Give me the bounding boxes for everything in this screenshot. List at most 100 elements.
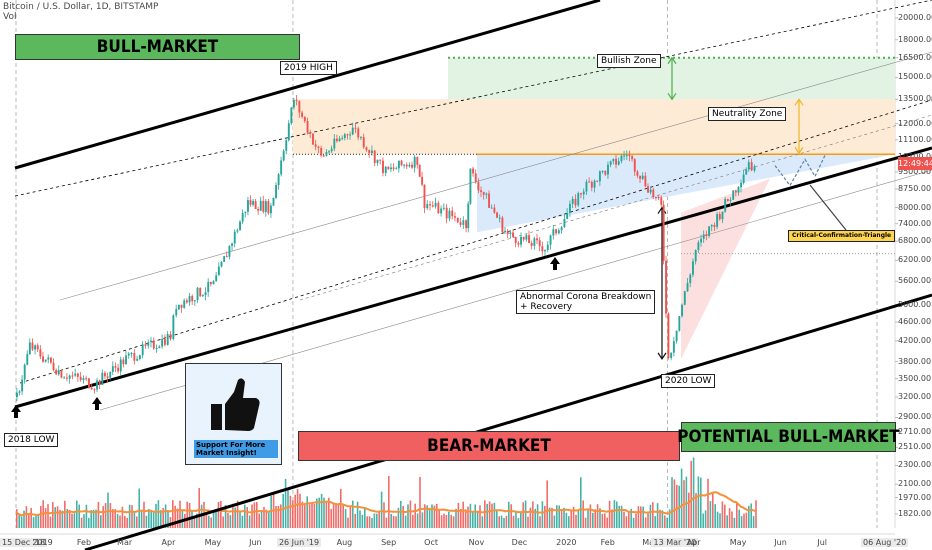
volume-bar	[186, 501, 188, 528]
volume-bar	[217, 502, 220, 528]
candle-body	[456, 217, 459, 223]
candle-body	[472, 168, 475, 174]
volume-bar	[536, 504, 539, 528]
volume-bar	[524, 500, 527, 528]
candle-body	[312, 133, 314, 145]
candle-body	[678, 316, 681, 331]
volume-bar	[572, 506, 575, 528]
price-tick-label: 4600.00	[898, 317, 932, 327]
support-text: Support For More Market Insight!	[194, 440, 278, 458]
candle-body	[448, 210, 451, 219]
candle-body	[275, 185, 277, 198]
price-tick-label: 5600.00	[898, 276, 932, 286]
price-tick-label: 8750.00	[898, 184, 932, 193]
candle-body	[525, 235, 528, 240]
volume-bar	[97, 501, 100, 528]
candle-body	[215, 275, 218, 282]
volume-bar	[548, 507, 551, 528]
candle-body	[745, 169, 748, 175]
candle-body	[615, 158, 618, 165]
candle-body	[177, 304, 180, 310]
candle-body	[628, 155, 631, 157]
candle-body	[482, 192, 485, 195]
volume-bar	[83, 514, 85, 528]
volume-bar	[229, 515, 232, 528]
label-2019-high: 2019 HIGH	[280, 61, 337, 75]
time-tick-label: 2020	[556, 538, 577, 547]
volume-bar	[284, 478, 287, 528]
volume-bar	[508, 501, 510, 528]
candle-body	[657, 197, 660, 199]
volume-bar	[68, 509, 71, 528]
candle-body	[354, 127, 357, 129]
volume-bar	[652, 502, 654, 528]
candle-body	[133, 352, 136, 361]
candle-body	[125, 355, 127, 365]
candle-body	[522, 236, 525, 240]
price-tick-label: 1970.00	[898, 492, 932, 502]
volume-bar	[656, 503, 659, 528]
volume-bar	[517, 517, 520, 528]
volume-bar	[654, 516, 656, 528]
volume-bar	[160, 510, 162, 528]
volume-bar	[167, 510, 169, 528]
volume-bar	[364, 507, 366, 528]
volume-bar	[88, 517, 90, 528]
volume-bar	[611, 509, 613, 528]
candle-body	[217, 266, 220, 276]
time-tick-label: Jul	[817, 538, 827, 547]
volume-bar	[52, 502, 54, 528]
volume-bar	[460, 508, 462, 528]
candle-body	[269, 205, 272, 214]
candle-body	[349, 134, 352, 136]
volume-bar	[503, 517, 505, 528]
volume-bar	[688, 492, 690, 528]
price-tick-label: 15000.00	[898, 72, 932, 82]
volume-bar	[649, 504, 652, 528]
candle-body	[681, 304, 684, 317]
time-tick-label: Jun	[774, 538, 787, 547]
volume-bar	[232, 503, 234, 528]
markers	[11, 257, 560, 418]
volume-bar	[604, 513, 606, 528]
candle-body	[713, 224, 716, 227]
candle-body	[241, 213, 244, 222]
inner-dashed-line	[14, 0, 932, 197]
volume-bar	[306, 496, 308, 528]
time-tick-label: Feb	[600, 538, 615, 547]
volume-bar	[750, 503, 752, 528]
candle-body	[700, 238, 703, 243]
volume-bar	[292, 500, 294, 528]
volume-bar	[361, 514, 364, 528]
candle-body	[585, 181, 588, 192]
volume-bar	[131, 505, 133, 528]
volume-bar	[114, 509, 116, 528]
volume-bar	[109, 503, 112, 528]
volume-bar	[472, 511, 474, 528]
volume-bar	[54, 507, 56, 528]
volume-bar	[112, 509, 114, 528]
volume-bar	[100, 515, 102, 528]
volume-bar	[277, 505, 280, 528]
volume-bar	[546, 480, 548, 528]
volume-bar	[748, 505, 750, 528]
candle-body	[57, 370, 60, 375]
price-tick-label: 20000.00	[898, 12, 932, 22]
volume-bar	[630, 508, 632, 528]
volume-bar	[133, 511, 136, 528]
candle-body	[85, 378, 88, 380]
volume-bar	[143, 501, 145, 528]
volume-bar	[301, 501, 304, 528]
candle-body	[667, 313, 670, 358]
support-card[interactable]: Support For More Market Insight!	[185, 363, 282, 465]
candle-body	[362, 137, 365, 148]
candle-body	[496, 212, 499, 218]
candle-body	[465, 220, 468, 229]
volume-bar	[755, 500, 757, 528]
volume-bar	[577, 509, 580, 528]
candle-body	[36, 345, 39, 350]
volume-bar	[47, 504, 49, 528]
candle-body	[188, 296, 191, 303]
volume-bar	[731, 511, 733, 528]
volume-bar	[608, 500, 611, 528]
